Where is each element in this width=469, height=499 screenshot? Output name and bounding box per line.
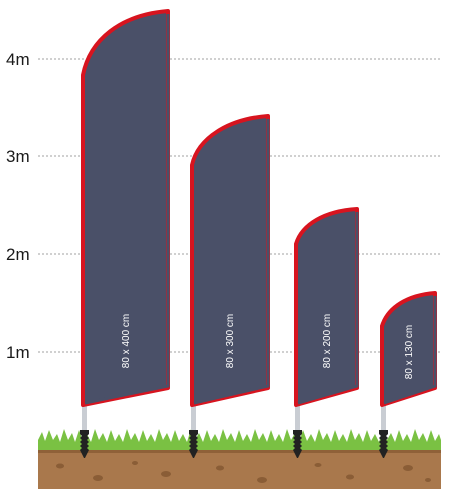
flag-size-label: 80 x 300 cm	[225, 314, 236, 368]
soil-layer	[38, 447, 441, 489]
ground	[38, 429, 441, 489]
height-scale: 4m 3m 2m 1m	[6, 50, 30, 362]
flag-80x300: 80 x 300 cm	[189, 114, 270, 458]
flag-80x200: 80 x 200 cm	[293, 207, 359, 458]
soil-stones	[56, 461, 431, 483]
flag-sail	[380, 291, 437, 407]
flag-size-label: 80 x 200 cm	[322, 314, 333, 368]
ground-spike	[379, 430, 388, 458]
scale-label-4m: 4m	[6, 50, 30, 69]
flag-sail	[294, 207, 359, 407]
scale-label-2m: 2m	[6, 245, 30, 264]
flag-sail	[190, 114, 270, 407]
pole	[191, 400, 196, 432]
ground-spike	[80, 430, 89, 458]
flag-80x400: 80 x 400 cm	[80, 9, 170, 458]
flag-sail-edge-inner	[84, 14, 170, 405]
flag-sail-edge-inner	[297, 212, 359, 405]
ground-spike	[293, 430, 302, 458]
flag-sail-edge-inner	[193, 119, 270, 405]
flag-size-label: 80 x 400 cm	[121, 314, 132, 368]
scale-label-1m: 1m	[6, 343, 30, 362]
ground-spike	[189, 430, 198, 458]
flag-80x130: 80 x 130 cm	[379, 291, 437, 458]
grass-strip	[38, 429, 441, 450]
flag-size-label: 80 x 130 cm	[404, 325, 415, 379]
pole	[295, 400, 300, 432]
pole	[82, 400, 87, 432]
pole	[381, 400, 386, 432]
scale-label-3m: 3m	[6, 147, 30, 166]
flag-sail-edge-inner	[383, 296, 437, 405]
flag-sail	[81, 9, 170, 407]
